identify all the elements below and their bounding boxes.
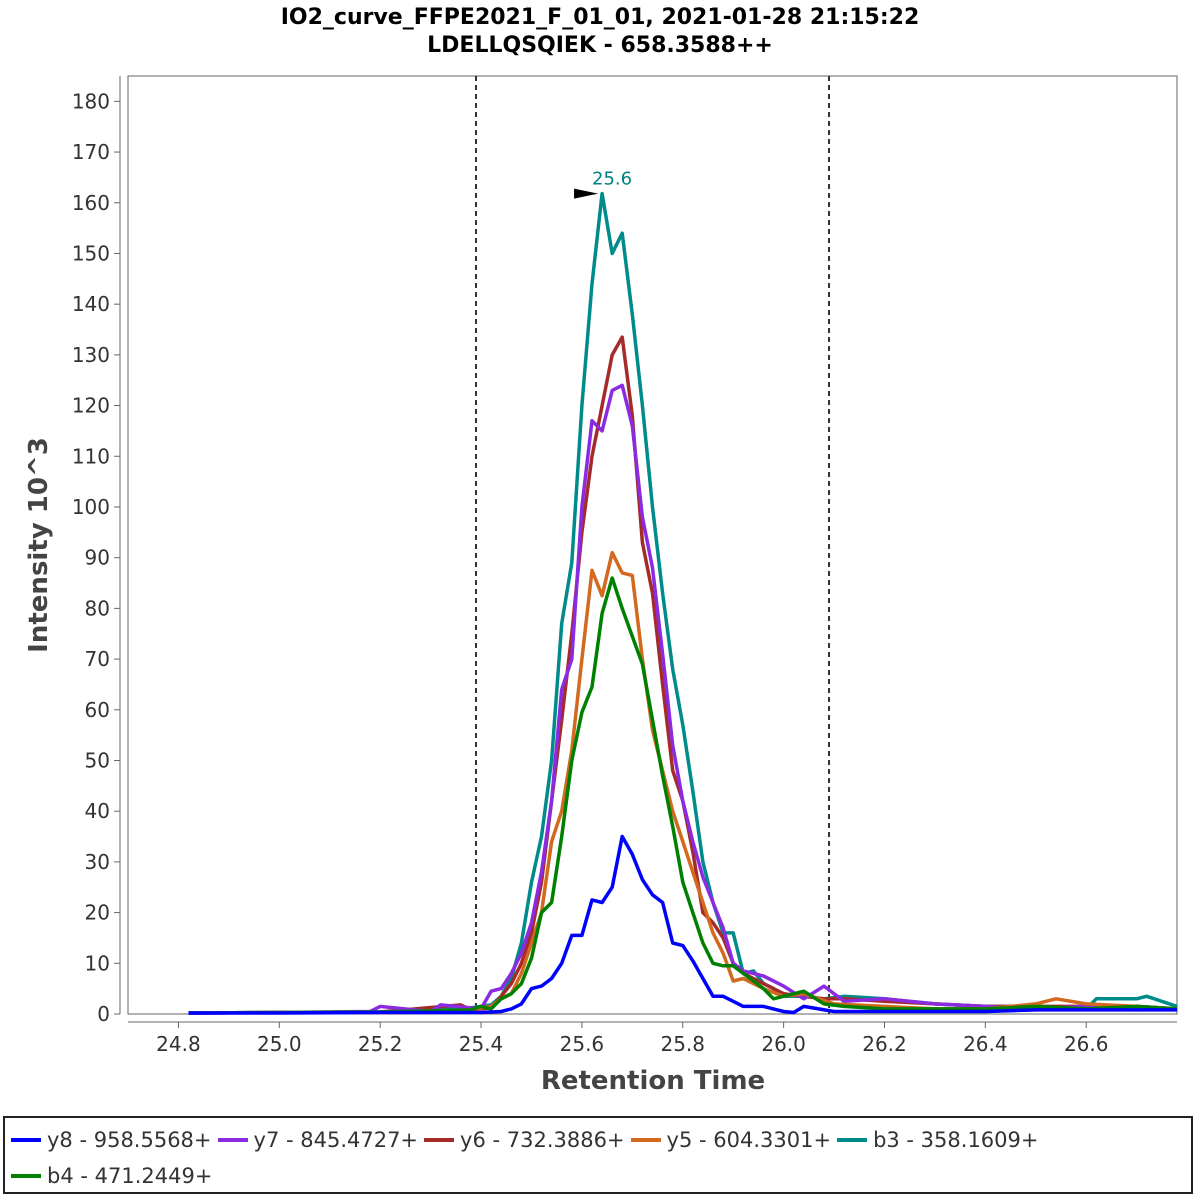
x-tick-label: 26.0 (761, 1032, 806, 1056)
legend-swatch (217, 1138, 248, 1142)
legend-item: b3 - 358.1609+ (837, 1122, 1038, 1158)
y-tick-label: 70 (85, 647, 110, 671)
series-line (188, 335, 1178, 1015)
x-tick-label: 25.2 (358, 1032, 403, 1056)
legend-swatch (837, 1138, 868, 1142)
legend-label: y6 - 732.3886+ (460, 1128, 625, 1152)
y-tick-label: 160 (72, 191, 110, 215)
y-tick-label: 0 (97, 1002, 110, 1026)
y-tick-label: 130 (72, 343, 110, 367)
y-tick-label: 180 (72, 89, 110, 113)
series-line (188, 383, 1178, 1015)
x-tick-label: 26.2 (862, 1032, 907, 1056)
legend-label: y8 - 958.5568+ (47, 1128, 212, 1152)
x-axis-label: Retention Time (541, 1066, 765, 1096)
x-tick-label: 25.4 (459, 1032, 504, 1056)
peak-arrow (574, 188, 599, 199)
legend-swatch (11, 1138, 41, 1142)
legend: y8 - 958.5568+ y7 - 845.4727+ y6 - 732.388… (3, 1116, 1193, 1194)
chromatogram-chart: IO2_curve_FFPE2021_F_01_01, 2021-01-28 2… (24, 5, 1178, 1096)
y-axis-label: Intensity 10^3 (24, 437, 54, 653)
peak-annotation: 25.6 (574, 169, 632, 199)
y-tick-label: 50 (85, 748, 110, 772)
x-axis: 24.8 25.0 25.2 25.4 25.6 25.8 26.0 26.2 26.4 26.6 (128, 1021, 1177, 1056)
legend-label: b3 - 358.1609+ (873, 1128, 1039, 1152)
y-tick-label: 120 (72, 394, 110, 418)
x-tick-label: 25.8 (660, 1032, 705, 1056)
series-line (188, 576, 1178, 1015)
series-lines (188, 191, 1178, 1015)
y-tick-label: 150 (72, 241, 110, 265)
x-tick-label: 25.6 (560, 1032, 605, 1056)
legend-item: y5 - 604.3301+ (630, 1122, 832, 1158)
legend-label: b4 - 471.2449+ (47, 1164, 213, 1188)
x-tick-label: 25.0 (257, 1032, 302, 1056)
legend-label: y5 - 604.3301+ (666, 1128, 832, 1152)
y-tick-label: 170 (72, 140, 110, 164)
legend-item: y6 - 732.3886+ (424, 1122, 625, 1158)
peak-label: 25.6 (592, 169, 632, 190)
y-tick-label: 40 (85, 799, 110, 823)
legend-item: b4 - 471.2449+ (11, 1158, 212, 1194)
legend-swatch (630, 1138, 661, 1142)
y-tick-label: 80 (85, 596, 110, 620)
y-tick-label: 90 (85, 546, 110, 570)
y-tick-label: 20 (85, 901, 110, 925)
plot-area (127, 75, 1178, 1015)
legend-swatch (424, 1138, 455, 1142)
legend-swatch (11, 1174, 41, 1178)
y-tick-label: 30 (85, 850, 110, 874)
x-tick-label: 26.6 (1064, 1032, 1109, 1056)
y-tick-label: 60 (85, 698, 110, 722)
integration-boundaries (474, 76, 831, 1014)
y-tick-label: 140 (72, 292, 110, 316)
legend-label: y7 - 845.4727+ (253, 1128, 419, 1152)
y-tick-label: 100 (72, 495, 110, 519)
chart-subtitle: LDELLQSQIEK - 658.3588++ (427, 33, 773, 58)
x-tick-label: 26.4 (963, 1032, 1008, 1056)
x-tick-label: 24.8 (156, 1032, 201, 1056)
chart-title: IO2_curve_FFPE2021_F_01_01, 2021-01-28 2… (281, 5, 920, 30)
y-tick-label: 10 (85, 951, 110, 975)
y-axis: 0 10 20 30 40 50 60 70 80 90 100 110 120 130 140 150 160… (72, 76, 121, 1026)
legend-item: y8 - 958.5568+ (11, 1122, 212, 1158)
series-line (188, 834, 1177, 1015)
y-tick-label: 110 (72, 444, 110, 468)
legend-item: y7 - 845.4727+ (217, 1122, 419, 1158)
